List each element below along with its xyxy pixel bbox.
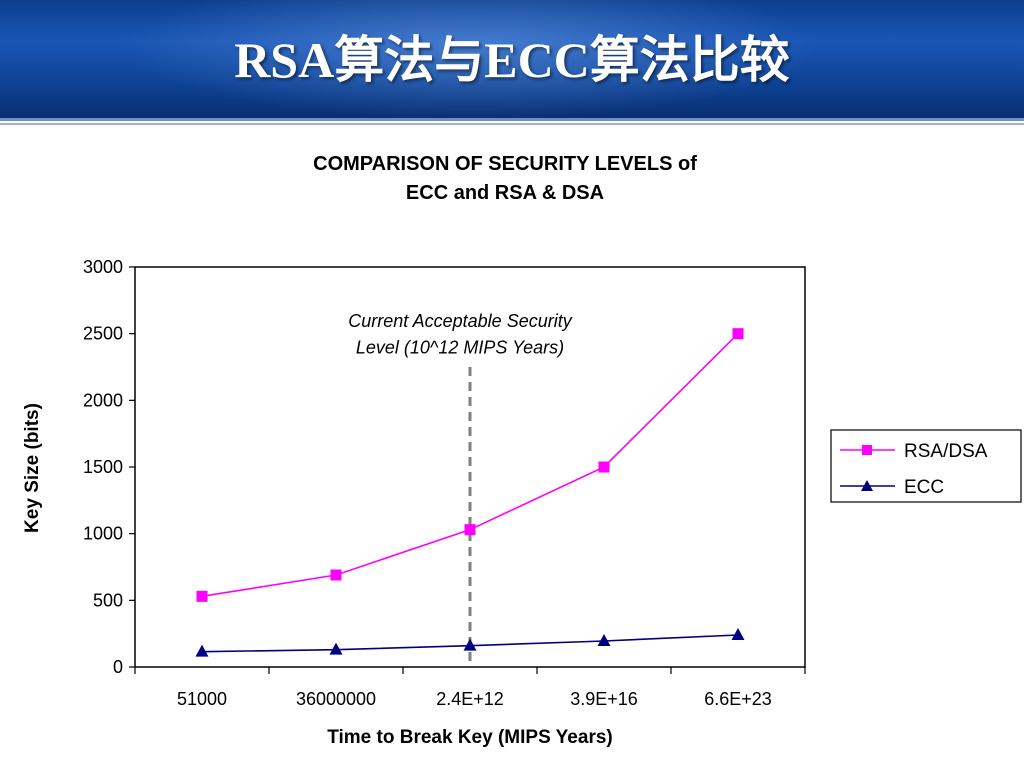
chart-title-line2: ECC and RSA & DSA bbox=[406, 182, 604, 204]
x-tick-label: 51000 bbox=[177, 689, 227, 709]
y-tick-label: 2000 bbox=[83, 390, 123, 410]
y-axis: 0 500 1000 1500 2000 2500 3000 bbox=[83, 257, 135, 677]
chart-title-line1: COMPARISON OF SECURITY LEVELS of bbox=[313, 153, 697, 175]
legend-ecc-label: ECC bbox=[904, 477, 944, 498]
x-tick-label: 3.9E+16 bbox=[570, 689, 638, 709]
data-point-ecc bbox=[463, 638, 477, 651]
data-point-ecc bbox=[195, 644, 209, 657]
y-tick-label: 1500 bbox=[83, 457, 123, 477]
y-tick-label: 3000 bbox=[83, 257, 123, 277]
header-glow bbox=[120, 0, 820, 118]
data-point-rsa-dsa bbox=[464, 524, 476, 536]
x-tick-label: 2.4E+12 bbox=[436, 689, 504, 709]
x-axis: 51000 36000000 2.4E+12 3.9E+16 6.6E+23 bbox=[134, 667, 806, 709]
y-tick-label: 0 bbox=[113, 657, 123, 677]
data-point-ecc bbox=[329, 642, 343, 655]
data-point-rsa-dsa bbox=[196, 590, 208, 602]
data-point-rsa-dsa bbox=[598, 461, 610, 473]
header-divider-secondary bbox=[0, 123, 1024, 125]
x-tick-label: 36000000 bbox=[296, 689, 376, 709]
y-tick-label: 2500 bbox=[83, 324, 123, 344]
y-tick-label: 500 bbox=[93, 590, 123, 610]
legend-rsa-label: RSA/DSA bbox=[904, 441, 988, 462]
header-divider bbox=[0, 118, 1024, 121]
x-tick-label: 6.6E+23 bbox=[704, 689, 772, 709]
data-point-rsa-dsa bbox=[330, 569, 342, 581]
data-point-rsa-dsa bbox=[732, 328, 744, 340]
series-layer bbox=[195, 328, 745, 657]
annotation-line2: Level (10^12 MIPS Years) bbox=[356, 338, 564, 358]
slide-title: RSA算法与ECC算法比较 bbox=[234, 32, 790, 88]
legend: RSA/DSA ECC bbox=[830, 429, 1022, 503]
legend-rsa-marker bbox=[862, 445, 872, 455]
y-tick-label: 1000 bbox=[83, 524, 123, 544]
legend-ecc-marker bbox=[861, 480, 873, 491]
slide-header: RSA算法与ECC算法比较 bbox=[0, 0, 1024, 118]
data-point-ecc bbox=[597, 634, 611, 646]
y-axis-label: Key Size (bits) bbox=[22, 403, 43, 533]
annotation-line1: Current Acceptable Security bbox=[348, 311, 572, 331]
x-axis-label: Time to Break Key (MIPS Years) bbox=[327, 727, 612, 748]
data-point-ecc bbox=[731, 628, 745, 640]
